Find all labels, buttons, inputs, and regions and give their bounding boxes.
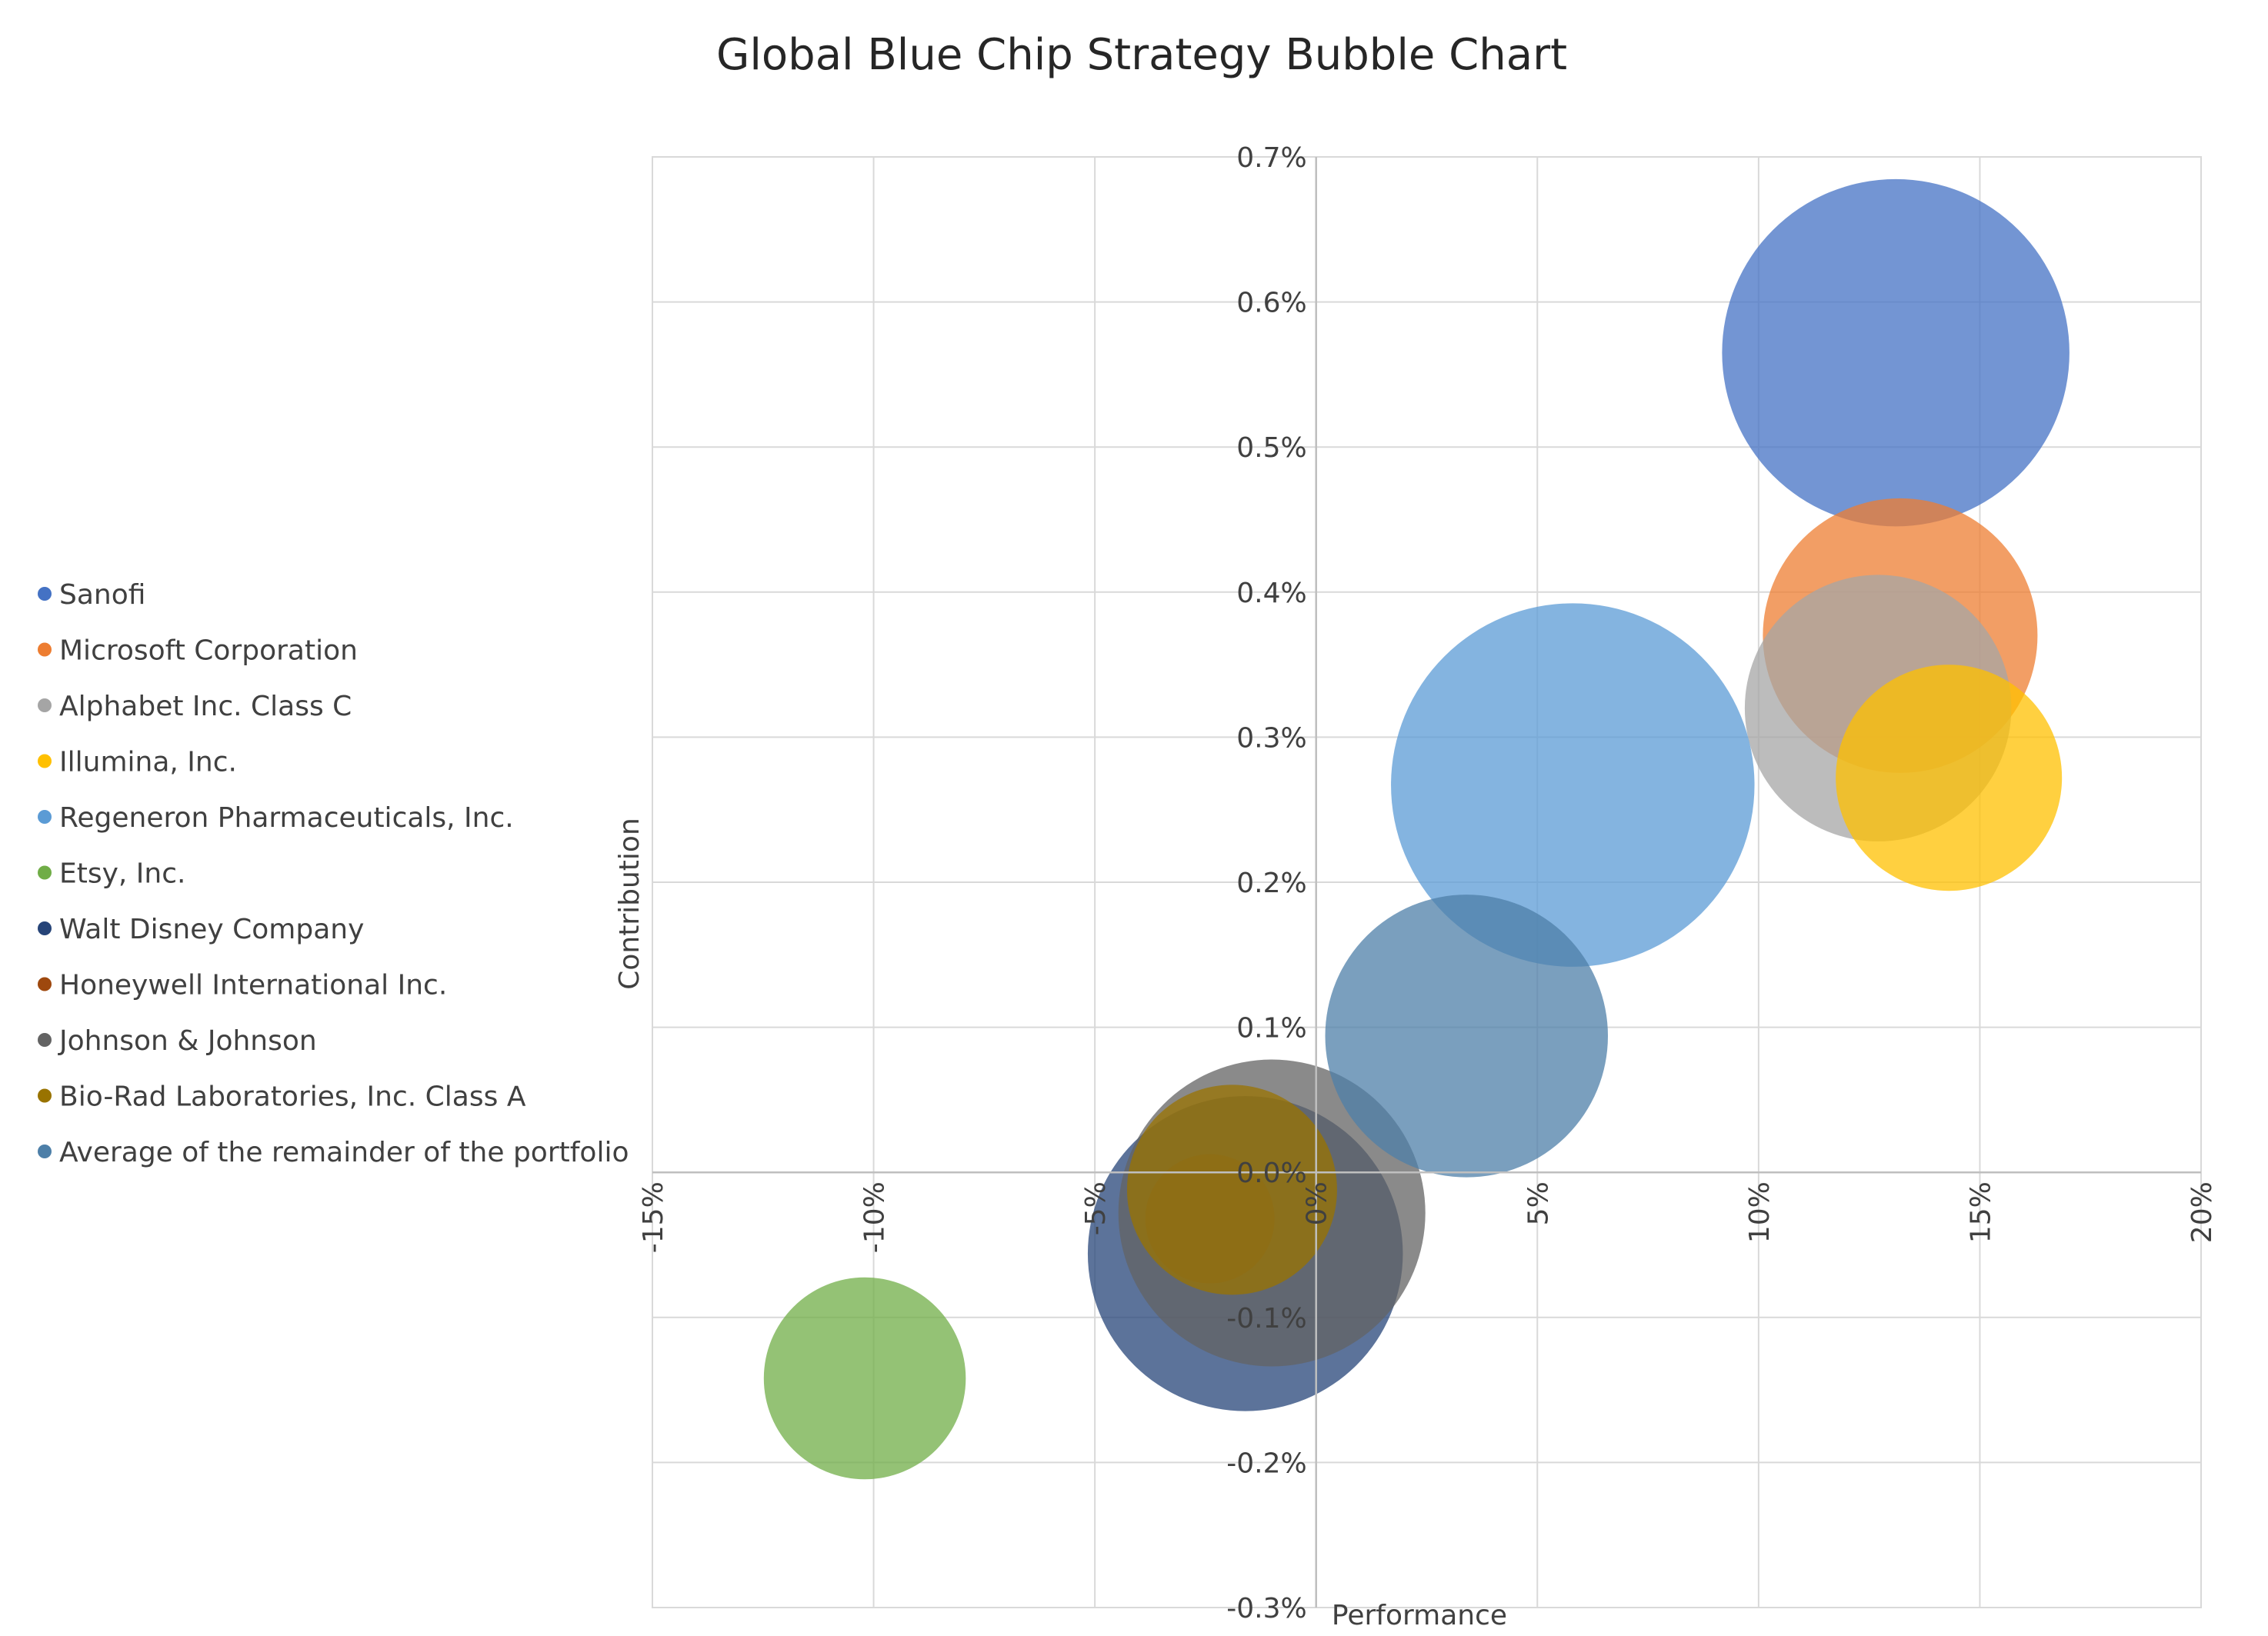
y-tick-label: -0.2% [1226, 1448, 1306, 1479]
x-tick-label: 0% [1302, 1181, 1333, 1225]
legend-label: Walt Disney Company [59, 914, 364, 945]
y-tick-label: 0.7% [1236, 142, 1306, 174]
legend-label: Average of the remainder of the portfoli… [59, 1137, 629, 1168]
y-tick-label: -0.3% [1226, 1593, 1306, 1624]
x-axis-title: Performance [1332, 1600, 1507, 1631]
x-tick-label: 15% [1965, 1181, 1996, 1243]
bubble-regeneron-pharmaceuticals-inc [1391, 603, 1755, 967]
x-tick-label: 5% [1523, 1181, 1554, 1225]
y-tick-label: 0.3% [1236, 722, 1306, 754]
y-tick-label: 0.2% [1236, 868, 1306, 899]
legend-marker [38, 1088, 52, 1103]
x-tick-label: 10% [1744, 1181, 1776, 1243]
bubble-sanofi [1722, 178, 2070, 527]
bubble-illumina-inc [1836, 665, 2063, 891]
axis-layer: 0.7% 0.6% 0.5% 0.4% 0.3% 0.2% 0.1% 0.0% -0.1% -0.… [638, 142, 2218, 1624]
y-tick-label: 0.5% [1236, 432, 1306, 464]
bubble-average-of-the-remainder-of-the-portfolio [1325, 895, 1609, 1178]
legend-label: Microsoft Corporation [59, 635, 358, 667]
x-tick-label: 20% [2186, 1181, 2218, 1243]
legend-marker [38, 642, 52, 657]
legend-marker [38, 587, 52, 601]
legend-marker [38, 921, 52, 935]
legend-label: Bio-Rad Laboratories, Inc. Class A [59, 1081, 526, 1113]
y-tick-label: -0.1% [1226, 1303, 1306, 1334]
chart-title: Global Blue Chip Strategy Bubble Chart [716, 30, 1567, 80]
legend-label: Honeywell International Inc. [59, 970, 447, 1001]
x-tick-label: -15% [638, 1181, 669, 1253]
legend-marker [38, 865, 52, 880]
y-tick-label: 0.4% [1236, 578, 1306, 609]
bubble-etsy-inc [763, 1277, 966, 1480]
bubble-bio-rad-laboratories-inc-class-a [1126, 1085, 1337, 1295]
legend-label: Johnson & Johnson [58, 1025, 317, 1057]
legend-marker [38, 1145, 52, 1158]
y-tick-label: 0.6% [1236, 288, 1306, 319]
legend-marker [38, 698, 52, 712]
legend-marker [38, 1033, 52, 1047]
legend-label: Sanofi [59, 579, 145, 611]
legend-label: Illumina, Inc. [59, 747, 237, 778]
y-tick-label: 0.1% [1236, 1013, 1306, 1045]
legend-marker [38, 810, 52, 824]
x-tick-label: -10% [859, 1181, 891, 1253]
legend-label: Etsy, Inc. [59, 858, 185, 890]
legend-marker [38, 754, 52, 768]
legend-label: Regeneron Pharmaceuticals, Inc. [59, 802, 514, 834]
x-tick-label: -5% [1080, 1181, 1112, 1235]
legend-marker [38, 977, 52, 991]
legend: Sanofi Microsoft Corporation Alphabet Inc.… [38, 579, 629, 1168]
bubble-layer [763, 178, 2070, 1480]
y-tick-label: 0.0% [1236, 1158, 1306, 1189]
legend-label: Alphabet Inc. Class C [59, 691, 352, 722]
y-axis-title: Contribution [614, 818, 645, 990]
